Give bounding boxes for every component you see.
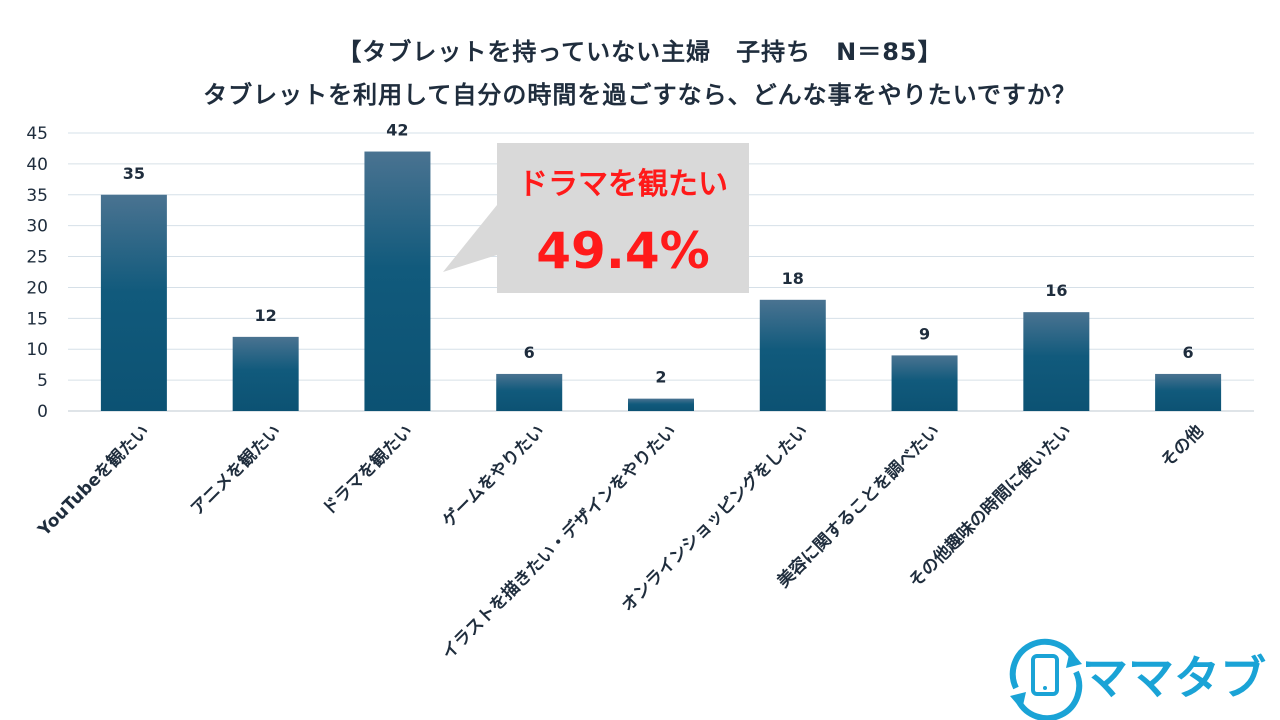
callout-label: ドラマを観たい bbox=[518, 167, 728, 202]
annotation-callout: ドラマを観たい 49.4% bbox=[443, 143, 749, 293]
x-tick-label: ドラマを観たい bbox=[318, 421, 417, 520]
data-label: 42 bbox=[386, 121, 408, 140]
data-label: 12 bbox=[255, 306, 277, 325]
bar bbox=[1023, 312, 1090, 411]
y-tick-label: 30 bbox=[26, 217, 48, 237]
data-label: 2 bbox=[655, 368, 666, 387]
chart-title: 【タブレットを持っていない主婦 子持ち N＝85】 bbox=[337, 38, 943, 66]
data-label: 6 bbox=[524, 343, 535, 362]
tablet-sync-icon bbox=[1009, 638, 1083, 720]
y-tick-label: 25 bbox=[26, 248, 48, 268]
y-tick-label: 45 bbox=[26, 124, 48, 144]
x-tick-label: アニメを観たい bbox=[186, 421, 285, 520]
callout-pointer bbox=[443, 205, 497, 272]
y-tick-label: 10 bbox=[26, 340, 48, 360]
y-tick-label: 35 bbox=[26, 186, 48, 206]
x-tick-label: その他 bbox=[1157, 421, 1208, 472]
x-axis: YouTubeを観たい アニメを観たい ドラマを観たい ゲームをやりたいイラストを描き… bbox=[33, 421, 1207, 664]
bar bbox=[496, 373, 563, 411]
callout-box bbox=[497, 143, 749, 293]
chart-subtitle: タブレットを利用して自分の時間を過ごすなら、どんな事をやりたいですか？ bbox=[203, 81, 1077, 109]
data-label: 16 bbox=[1045, 281, 1067, 300]
bar bbox=[628, 398, 694, 411]
data-label: 9 bbox=[919, 324, 930, 343]
y-tick-label: 40 bbox=[26, 155, 48, 175]
logo-text: ママタブ bbox=[1082, 651, 1266, 705]
x-tick-label: イラストを描きたい・デザインをやりたい bbox=[438, 421, 681, 664]
bar bbox=[1155, 373, 1222, 411]
logo: ママタブ bbox=[1009, 638, 1266, 720]
bar bbox=[364, 151, 431, 412]
data-label: 6 bbox=[1183, 343, 1194, 362]
x-tick-label: YouTubeを観たい bbox=[33, 421, 153, 541]
x-tick-label: ゲームをやりたい bbox=[438, 421, 549, 532]
data-label: 18 bbox=[782, 269, 804, 288]
y-tick-label: 20 bbox=[26, 278, 48, 298]
y-tick-label: 5 bbox=[37, 371, 48, 391]
bar bbox=[100, 194, 167, 411]
bars bbox=[100, 151, 1222, 412]
data-labels: 35 12 42 6 2 18 9 16 6 bbox=[123, 121, 1194, 387]
callout-value: 49.4% bbox=[536, 222, 709, 280]
bar bbox=[759, 299, 826, 411]
data-label: 35 bbox=[123, 164, 145, 183]
bar bbox=[232, 336, 299, 411]
y-tick-label: 15 bbox=[26, 309, 48, 329]
y-tick-label: 0 bbox=[37, 402, 48, 422]
bar bbox=[891, 355, 958, 411]
y-axis: 0 5 10 15 20 25 30 35 40 45 bbox=[26, 124, 48, 422]
